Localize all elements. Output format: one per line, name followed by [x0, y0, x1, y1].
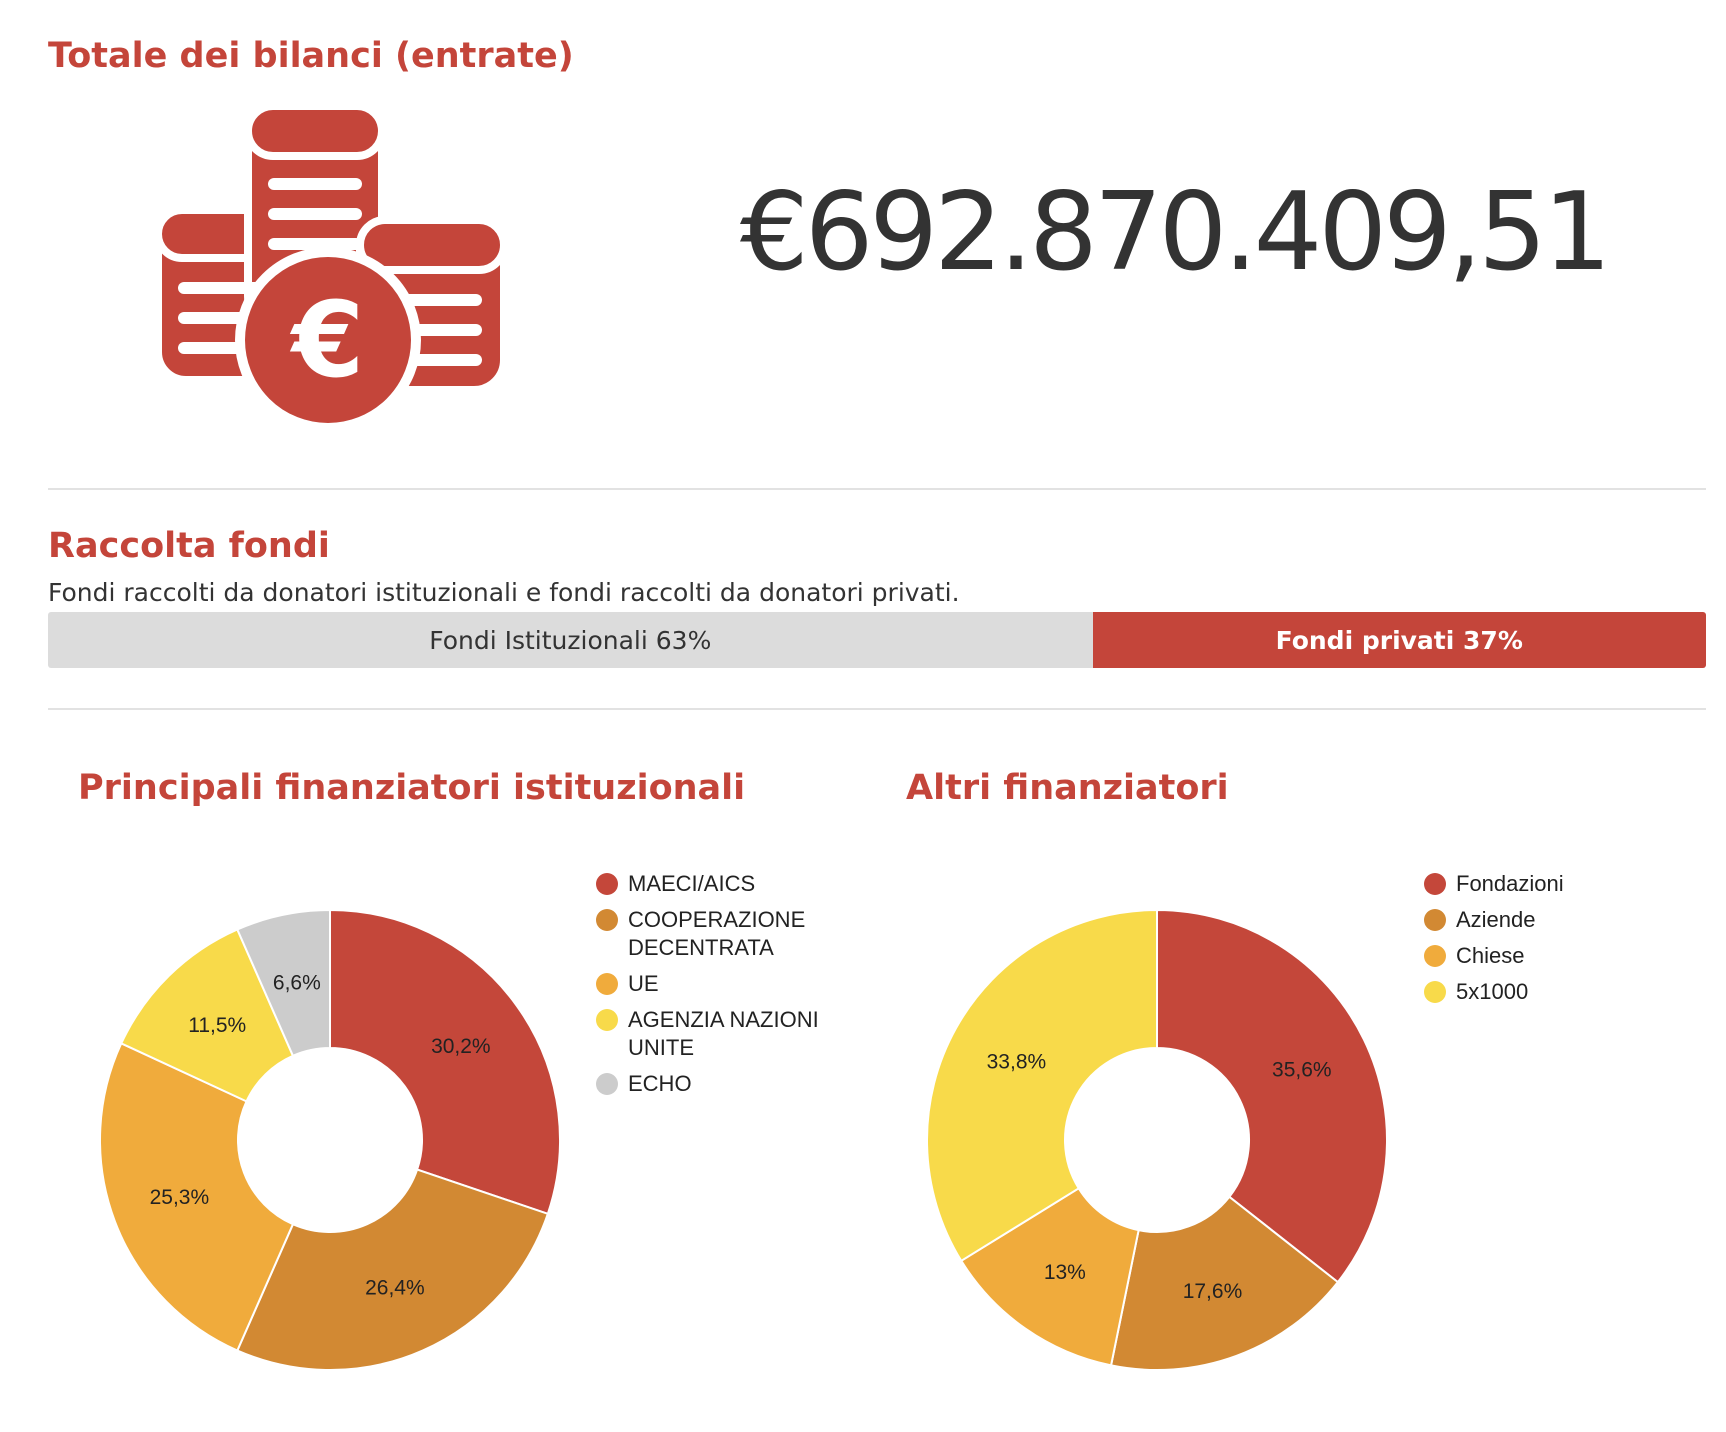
private-funds-segment: Fondi privati 37% [1092, 612, 1706, 668]
chart-title-other: Altri finanziatori [906, 768, 1229, 808]
chart-title-institutional: Principali finanziatori istituzionali [78, 768, 746, 808]
legend-label: ECHO [628, 1071, 692, 1096]
legend-other: Fondazioni Aziende Chiese 5x1000 [1424, 870, 1644, 1014]
legend-label: UE [628, 971, 659, 996]
total-section-title: Totale dei bilanci (entrate) [48, 36, 574, 76]
legend-swatch [1424, 981, 1446, 1003]
legend-swatch [596, 1009, 618, 1031]
other-slice-5x1000 [926, 908, 1158, 1263]
other-data-label: 33,8% [987, 1051, 1047, 1074]
euro-coins-icon: € [154, 102, 508, 433]
institutional-data-label: 26,4% [365, 1276, 425, 1299]
institutional-legend-item: COOPERAZIONE DECENTRATA [596, 906, 866, 962]
institutional-slice-maeci-aics [329, 908, 561, 1216]
other-slice-aziende [1109, 1195, 1340, 1371]
legend-swatch [1424, 873, 1446, 895]
divider [48, 708, 1706, 710]
svg-text:€: € [290, 279, 364, 401]
institutional-funds-segment: Fondi Istituzionali 63% [48, 612, 1093, 668]
institutional-slice-echo [236, 908, 331, 1058]
fundraising-title: Raccolta fondi [48, 526, 330, 566]
divider [48, 488, 1706, 490]
legend-label: Chiese [1456, 943, 1525, 968]
legend-label: 5x1000 [1456, 979, 1529, 1004]
legend-institutional: MAECI/AICS COOPERAZIONE DECENTRATA UE AGENZ… [596, 870, 866, 1106]
legend-label: Aziende [1456, 907, 1536, 932]
institutional-legend-item: UE [596, 970, 866, 998]
other-slice-fondazioni [1156, 908, 1388, 1284]
other-data-label: 35,6% [1272, 1059, 1332, 1082]
other-data-label: 17,6% [1183, 1280, 1243, 1303]
other-legend-item: 5x1000 [1424, 978, 1644, 1006]
legend-swatch [1424, 945, 1446, 967]
legend-swatch [596, 909, 618, 931]
funding-split-bar: Fondi Istituzionali 63% Fondi privati 37… [48, 612, 1706, 668]
legend-label: AGENZIA NAZIONI UNITE [628, 1007, 819, 1060]
other-legend-item: Fondazioni [1424, 870, 1644, 898]
other-legend-item: Chiese [1424, 942, 1644, 970]
institutional-legend-item: MAECI/AICS [596, 870, 866, 898]
other-slice-chiese [959, 1186, 1140, 1367]
other-legend-item: Aziende [1424, 906, 1644, 934]
institutional-slice-ue [99, 1042, 295, 1352]
donut-chart-other: 35,6% 17,6% 13% 33,8% [926, 908, 1388, 1371]
total-amount: €692.870.409,51 [740, 170, 1612, 295]
institutional-data-label: 25,3% [150, 1186, 210, 1209]
institutional-legend-item: ECHO [596, 1070, 866, 1098]
legend-swatch [596, 1073, 618, 1095]
legend-swatch [596, 973, 618, 995]
legend-swatch [596, 873, 618, 895]
legend-swatch [1424, 909, 1446, 931]
legend-label: COOPERAZIONE DECENTRATA [628, 907, 806, 960]
institutional-slice-cooperazione-decentrata [236, 1168, 550, 1371]
institutional-legend-item: AGENZIA NAZIONI UNITE [596, 1006, 866, 1062]
institutional-slice-agenzia-nazioni-unite [119, 928, 295, 1103]
legend-label: Fondazioni [1456, 871, 1564, 896]
institutional-data-label: 11,5% [188, 1014, 246, 1037]
institutional-data-label: 30,2% [431, 1035, 491, 1058]
institutional-data-label: 6,6% [273, 971, 321, 994]
fundraising-subtitle: Fondi raccolti da donatori istituzionali… [48, 578, 960, 607]
other-data-label: 13% [1044, 1261, 1086, 1284]
legend-label: MAECI/AICS [628, 871, 756, 896]
donut-chart-institutional: 30,2% 26,4% 25,3% 11,5% 6,6% [99, 908, 561, 1371]
